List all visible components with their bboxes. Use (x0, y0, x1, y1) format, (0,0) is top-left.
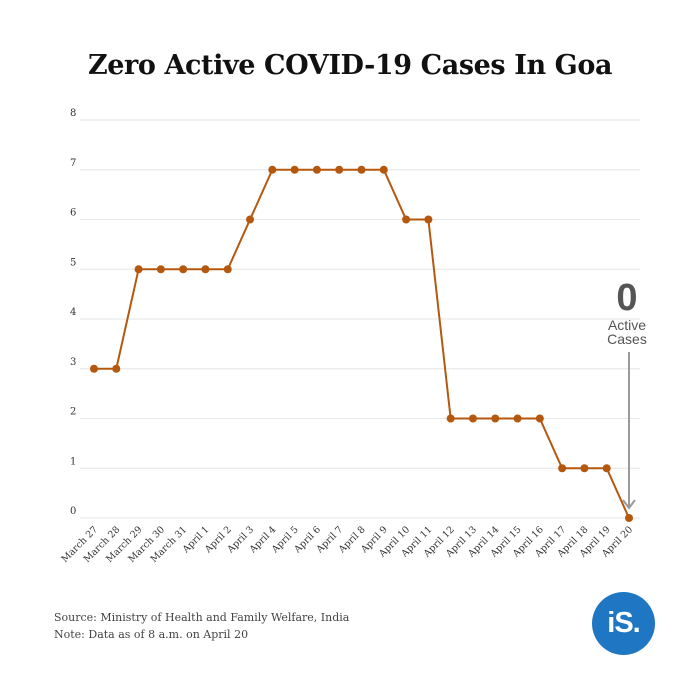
indiaspend-logo: iS. (592, 592, 655, 655)
data-point (513, 414, 522, 423)
annotation-label-line2: Cases (607, 331, 647, 347)
data-point (379, 165, 388, 174)
data-point (134, 265, 143, 274)
y-tick-label: 2 (70, 407, 76, 418)
arrow-down-icon (622, 499, 636, 510)
data-point (535, 414, 544, 423)
data-point (246, 215, 255, 224)
data-point (312, 165, 321, 174)
data-point (491, 414, 500, 423)
data-point (179, 265, 188, 274)
gridlines (80, 119, 640, 519)
annotation-label-line1: Active (608, 317, 646, 333)
data-point (602, 464, 611, 473)
data-point (446, 414, 455, 423)
data-point (468, 414, 477, 423)
data-point (112, 364, 121, 373)
series-line (94, 168, 630, 519)
y-axis-ticks: 0 1 2 3 4 5 6 7 8 (70, 108, 76, 517)
data-point (580, 464, 589, 473)
data-point (558, 464, 567, 473)
data-point (625, 514, 633, 522)
source-note: Source: Ministry of Health and Family We… (54, 611, 350, 624)
y-tick-label: 8 (70, 108, 76, 119)
logo-text: iS. (607, 607, 640, 639)
chart-title: Zero Active COVID-19 Cases In Goa (87, 50, 613, 81)
data-note: Note: Data as of 8 a.m. on April 20 (54, 628, 249, 641)
y-tick-label: 1 (70, 456, 76, 467)
data-point (90, 364, 98, 373)
y-tick-label: 0 (70, 506, 76, 517)
chart-footer: Source: Ministry of Health and Family We… (54, 609, 349, 643)
data-point (201, 265, 210, 274)
y-tick-label: 6 (70, 208, 76, 219)
y-tick-label: 5 (70, 257, 76, 268)
annotation: 0 Active Cases (607, 277, 647, 510)
y-tick-label: 7 (70, 158, 76, 169)
y-tick-label: 3 (70, 357, 76, 368)
data-point (156, 265, 165, 274)
data-point (268, 165, 277, 174)
data-point (290, 165, 299, 174)
data-point (424, 215, 433, 224)
y-tick-label: 4 (70, 307, 76, 318)
data-point (335, 165, 344, 174)
data-point (223, 265, 232, 274)
annotation-value: 0 (616, 277, 637, 319)
data-points (90, 165, 633, 522)
data-point (402, 215, 411, 224)
data-point (357, 165, 366, 174)
